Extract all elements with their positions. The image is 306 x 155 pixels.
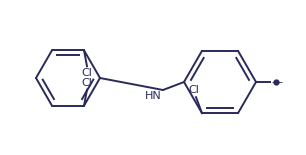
Text: HN: HN bbox=[145, 91, 162, 101]
Text: Cl: Cl bbox=[82, 78, 92, 88]
Text: —: — bbox=[271, 77, 282, 87]
Text: Cl: Cl bbox=[82, 68, 92, 78]
Text: Cl: Cl bbox=[188, 85, 200, 95]
